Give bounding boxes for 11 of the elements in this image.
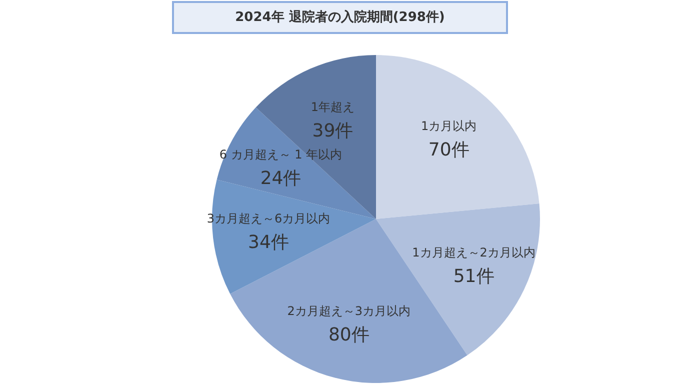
chart-title: 2024年 退院者の入院期間(298件) [235, 9, 445, 25]
data-label: 70件 [428, 139, 470, 160]
data-label: 39件 [312, 120, 354, 142]
data-label: 80件 [328, 324, 370, 346]
slice-label: 1カ月超え～2カ月以内 [412, 245, 536, 260]
data-label: 34件 [248, 232, 289, 254]
data-label: 51件 [453, 266, 494, 287]
slice-label: 1カ月以内 [421, 118, 477, 133]
data-label: 24件 [260, 168, 302, 190]
slice-label: 2カ月超え～3カ月以内 [287, 304, 411, 318]
slice-label: 1年超え [310, 100, 355, 114]
